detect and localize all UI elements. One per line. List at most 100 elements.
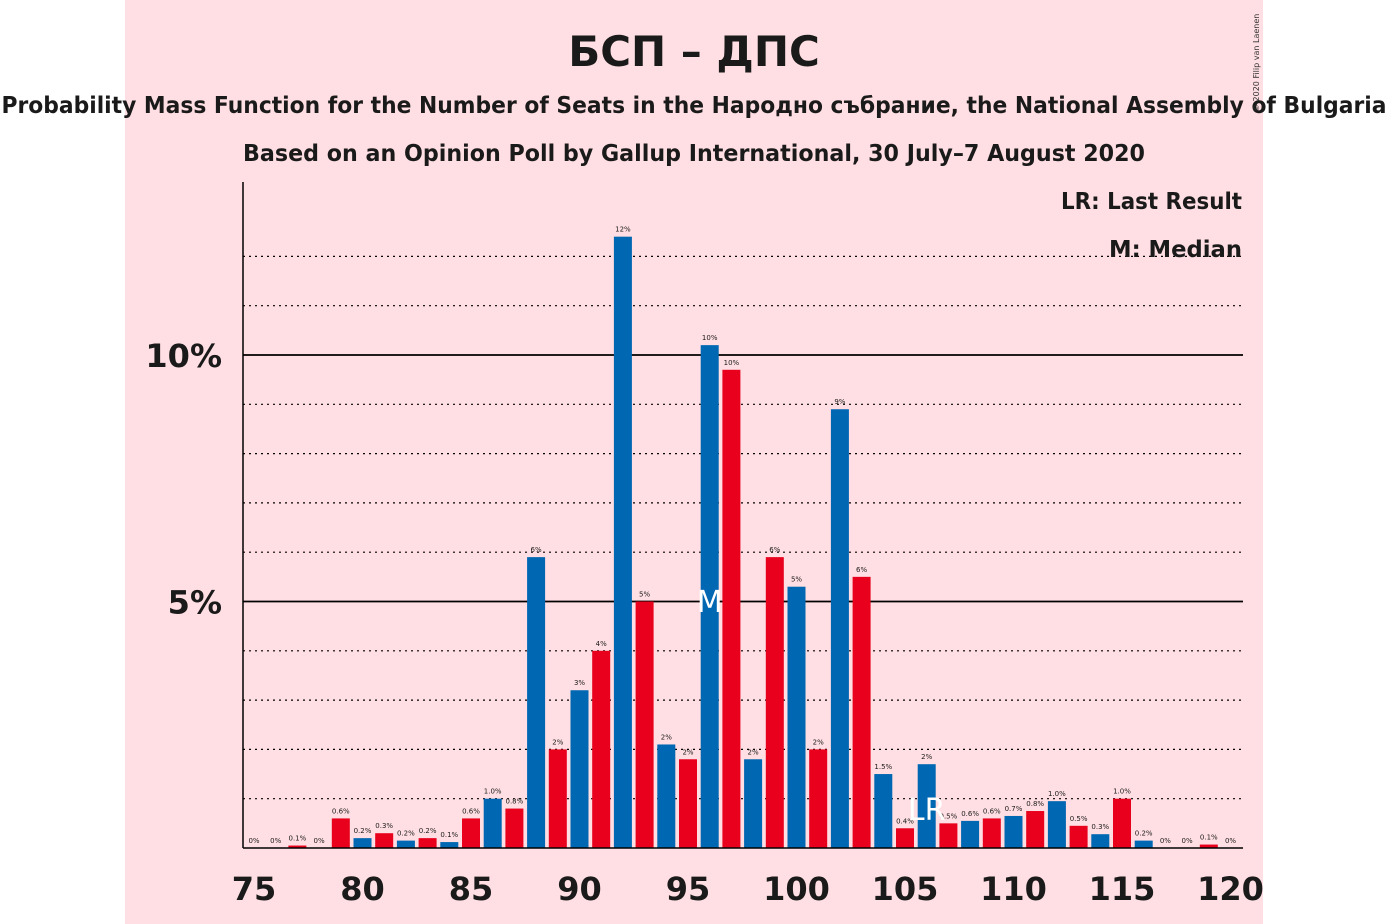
bar-seat-102 [830, 409, 849, 848]
x-tick-label: 100 [763, 870, 830, 908]
bar-label-seat-101: 2% [813, 738, 824, 746]
x-tick-label: 110 [980, 870, 1047, 908]
x-tick-label: 80 [340, 870, 385, 908]
bar-seat-91 [592, 650, 611, 848]
bar-seat-107 [939, 823, 958, 848]
bar-label-seat-99: 6% [769, 546, 780, 554]
grid [243, 255, 1243, 800]
bar-label-seat-87: 0.8% [506, 798, 524, 806]
bar-label-seat-111: 0.8% [1026, 800, 1044, 808]
bar-seat-81 [375, 833, 394, 848]
bar-label-seat-81: 0.3% [375, 822, 393, 830]
bar-seat-95 [679, 759, 697, 848]
bar-label-seat-106: 2% [921, 753, 932, 761]
bar-label-seat-82: 0.2% [397, 830, 415, 838]
bar-label-seat-105: 0.4% [896, 817, 914, 825]
bar-seat-99 [765, 557, 784, 848]
bar-seat-83 [418, 838, 437, 848]
bar-seat-79 [331, 818, 350, 848]
bar-seat-77 [288, 845, 307, 848]
bar-label-seat-79: 0.6% [332, 807, 350, 815]
bar-label-seat-117: 0% [1160, 837, 1171, 845]
chart-subtitle-source: Based on an Opinion Poll by Gallup Inter… [243, 141, 1145, 167]
bar-seat-110 [1004, 815, 1023, 848]
copyright-notice: © 2020 Filip van Laenen [1252, 14, 1261, 112]
bar-seat-101 [809, 749, 828, 848]
bar-seat-93 [635, 601, 654, 848]
bar-label-seat-116: 0.2% [1135, 830, 1153, 838]
bar-label-seat-83: 0.2% [419, 827, 437, 835]
bar-label-seat-103: 6% [856, 566, 867, 574]
bar-label-seat-100: 5% [791, 576, 802, 584]
last-result-marker: LR [908, 793, 946, 828]
bar-seat-98 [744, 759, 763, 848]
x-ticks: 75 80 85 90 95 100 105 110 115 120 [232, 870, 1264, 908]
bar-seat-108 [961, 820, 980, 848]
bar-label-seat-118: 0% [1182, 837, 1193, 845]
bar-label-seat-88: 6% [531, 546, 542, 554]
x-tick-label: 115 [1089, 870, 1156, 908]
bar-label-seat-98: 2% [748, 748, 759, 756]
x-tick-label: 85 [449, 870, 494, 908]
bar-label-seat-113: 0.5% [1070, 815, 1088, 823]
bar-label-seat-84: 0.1% [440, 831, 458, 839]
bar-seat-115 [1113, 798, 1131, 848]
bar-label-seat-104: 1.5% [874, 763, 892, 771]
legend-median: M: Median [1109, 237, 1242, 263]
bar-seat-92 [613, 236, 632, 848]
x-tick-label: 105 [872, 870, 939, 908]
bar-label-seat-85: 0.6% [462, 807, 480, 815]
bar-label-seat-96: 10% [702, 334, 718, 342]
bar-label-seat-89: 2% [552, 738, 563, 746]
bar-label-seat-110: 0.7% [1005, 805, 1023, 813]
bar-seat-86 [483, 798, 502, 848]
x-tick-label: 95 [666, 870, 711, 908]
bar-seat-94 [657, 744, 676, 848]
chart-subtitle: Probability Mass Function for the Number… [2, 93, 1387, 119]
bar-label-seat-97: 10% [724, 359, 740, 367]
bar-seat-106 [917, 764, 936, 848]
bar-seat-87 [505, 808, 524, 848]
bar-label-seat-92: 12% [615, 226, 631, 234]
bar-seat-104 [874, 774, 893, 848]
bar-label-seat-109: 0.6% [983, 807, 1001, 815]
y-ticks: 5% 10% [145, 337, 222, 622]
bar-seat-89 [548, 749, 567, 848]
bar-label-seat-114: 0.3% [1091, 823, 1109, 831]
chart-title: БСП – ДПС [568, 27, 820, 76]
bars [288, 236, 1218, 848]
y-tick-label: 10% [145, 337, 222, 375]
x-tick-label: 120 [1197, 870, 1264, 908]
bar-labels: 0% 0% 0.1% 0%0.6%0.2%0.3%0.2% 0.2% 0.1%0.6%1.… [248, 226, 1236, 845]
bar-label-seat-95: 2% [682, 748, 693, 756]
legend-last-result: LR: Last Result [1061, 189, 1242, 215]
x-tick-label: 75 [232, 870, 277, 908]
bar-seat-114 [1091, 834, 1110, 848]
bar-seat-100 [787, 586, 806, 848]
bar-label-seat-75: 0% [248, 837, 259, 845]
bar-seat-112 [1047, 801, 1066, 848]
bar-label-seat-80: 0.2% [354, 827, 372, 835]
bar-label-seat-90: 3% [574, 679, 585, 687]
bar-seat-116 [1134, 840, 1153, 848]
bar-seat-111 [1026, 811, 1045, 848]
markers: M LR [697, 585, 946, 828]
bar-seat-90 [570, 690, 589, 848]
bar-label-seat-78: 0% [314, 837, 325, 845]
bar-seat-113 [1069, 825, 1088, 848]
bar-label-seat-107: 0.5% [940, 812, 958, 820]
bar-label-seat-86: 1.0% [484, 788, 502, 796]
bar-seat-103 [852, 576, 871, 848]
bar-seat-105 [896, 828, 914, 848]
bar-seat-84 [440, 842, 459, 848]
bar-label-seat-91: 4% [596, 640, 607, 648]
bar-label-seat-115: 1.0% [1113, 788, 1131, 796]
bar-label-seat-120: 0% [1225, 837, 1236, 845]
bar-seat-96 [700, 345, 719, 848]
bar-label-seat-77: 0.1% [289, 835, 307, 843]
bar-label-seat-119: 0.1% [1200, 834, 1218, 842]
bar-seat-82 [396, 840, 415, 848]
bar-label-seat-112: 1.0% [1048, 790, 1066, 798]
bar-seat-119 [1199, 844, 1218, 848]
